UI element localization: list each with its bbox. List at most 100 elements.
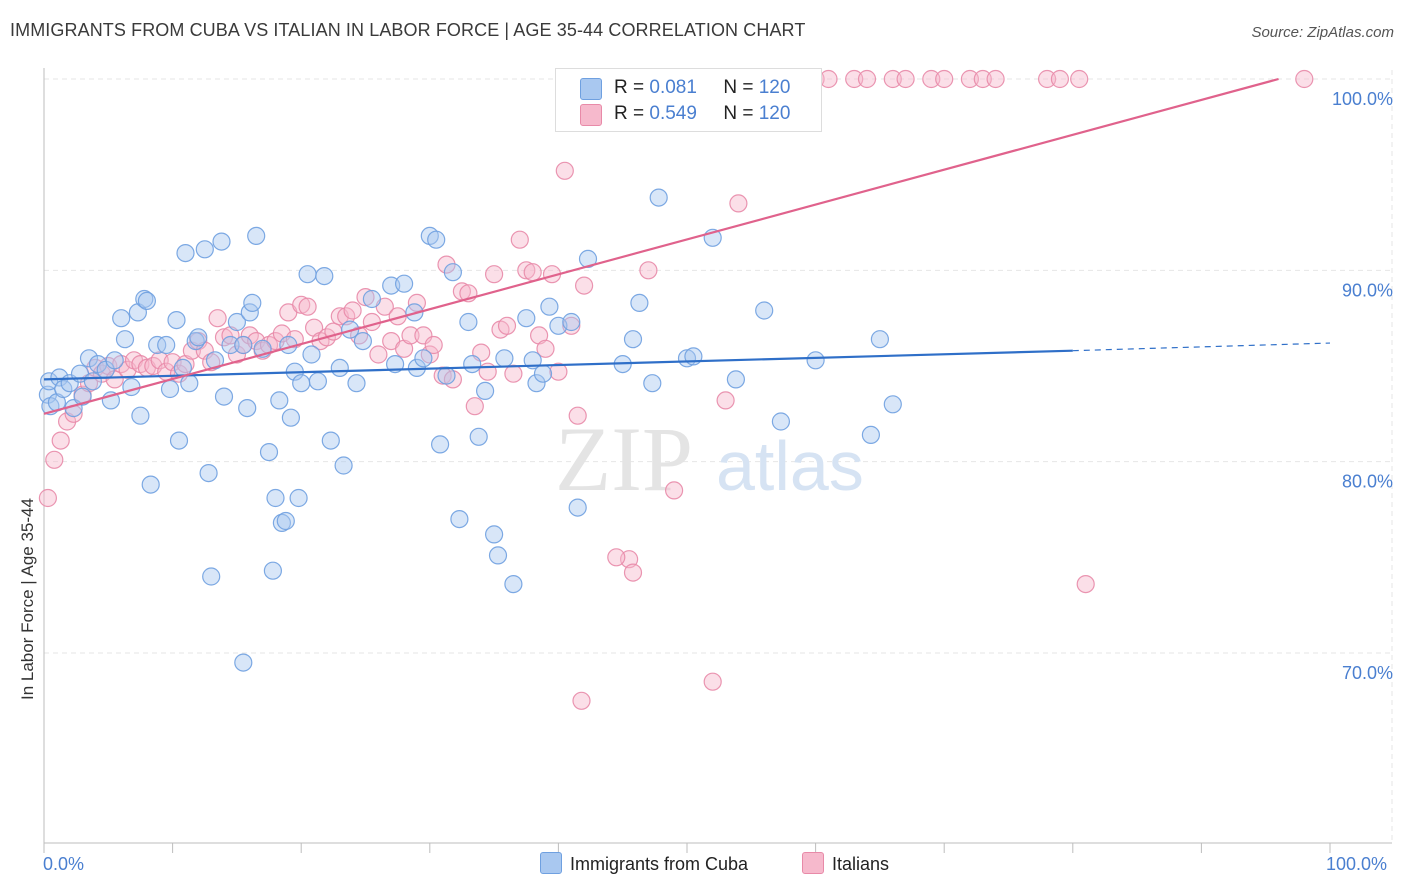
cuba-point xyxy=(189,328,208,347)
cuba-point xyxy=(321,431,340,450)
watermark-zip: ZIP xyxy=(555,408,693,510)
italians-point xyxy=(523,263,542,282)
italians-point xyxy=(986,69,1005,89)
cuba-point xyxy=(540,297,559,316)
x-tick-label-max: 100.0% xyxy=(1326,854,1388,874)
cuba-point xyxy=(115,330,135,349)
cuba-point xyxy=(292,374,311,393)
italians-point xyxy=(607,548,626,567)
cuba-point xyxy=(176,244,195,263)
cuba-point xyxy=(266,488,285,508)
italians-point xyxy=(38,488,58,508)
italians-r-value: 0.549 xyxy=(649,103,697,124)
legend-swatch-italians xyxy=(802,852,824,874)
cuba-point xyxy=(79,349,99,368)
cuba-point xyxy=(504,574,523,594)
cuba-point xyxy=(308,372,327,391)
italians-point xyxy=(562,316,581,335)
italians-point xyxy=(362,312,381,332)
italians-point xyxy=(973,69,992,89)
legend-item-italians[interactable]: Italians xyxy=(802,852,889,875)
cuba-point xyxy=(726,370,746,389)
italians-point xyxy=(716,391,735,410)
cuba-point xyxy=(623,330,643,349)
italians-point xyxy=(51,431,70,450)
italians-point xyxy=(549,362,568,381)
cuba-point xyxy=(202,567,221,586)
stats-legend: R = 0.081 N = 120 R = 0.549 N = 120 xyxy=(555,68,822,132)
cuba-point xyxy=(234,335,253,355)
italians-point xyxy=(1037,69,1057,89)
legend-item-cuba[interactable]: Immigrants from Cuba xyxy=(540,852,748,875)
italians-point xyxy=(485,265,504,284)
italians-point xyxy=(845,69,864,89)
italians-point xyxy=(510,230,529,249)
cuba-point xyxy=(160,379,180,399)
watermark-atlas: atlas xyxy=(716,427,864,505)
italians-point xyxy=(497,316,517,335)
cuba-point xyxy=(259,443,279,462)
italians-point xyxy=(465,397,484,416)
cuba-point xyxy=(263,561,282,580)
legend-label-italians: Italians xyxy=(832,854,890,874)
cuba-n-value: 120 xyxy=(758,77,791,98)
cuba-point xyxy=(427,230,446,249)
cuba-point xyxy=(289,488,308,508)
cuba-point xyxy=(347,374,366,393)
italians-point xyxy=(227,345,246,364)
italians-point xyxy=(555,161,574,180)
cuba-point xyxy=(485,525,504,544)
cuba-point xyxy=(141,475,160,494)
italians-point xyxy=(536,339,555,358)
italians-point xyxy=(298,297,317,316)
italians-point xyxy=(1076,574,1095,594)
cuba-point xyxy=(533,364,553,383)
italians-point xyxy=(572,691,591,710)
cuba-point xyxy=(469,427,488,446)
italians-point xyxy=(883,69,902,89)
cuba-point xyxy=(122,377,141,397)
cuba-point xyxy=(221,335,240,355)
italians-point xyxy=(369,345,388,364)
cuba-point xyxy=(450,509,469,529)
cuba-point xyxy=(771,412,791,431)
cuba-point xyxy=(212,232,231,251)
italians-point xyxy=(729,194,748,213)
cuba-r-label: R = xyxy=(614,77,650,98)
italians-point xyxy=(433,366,452,385)
italians-point xyxy=(1295,69,1314,89)
cuba-trend-line xyxy=(43,349,1073,381)
italians-point xyxy=(703,672,722,691)
legend-swatch-cuba xyxy=(540,852,562,874)
legend-label-cuba: Immigrants from Cuba xyxy=(570,854,749,874)
italians-point xyxy=(935,69,954,89)
y-tick-label: 70.0% xyxy=(1342,663,1393,683)
italians-point xyxy=(568,406,587,425)
cuba-trend-extension xyxy=(1072,342,1331,352)
cuba-point xyxy=(630,293,649,312)
italians-point xyxy=(45,450,64,469)
italians-n-label: N = xyxy=(723,103,759,124)
cuba-point xyxy=(195,240,214,259)
cuba-point xyxy=(281,408,300,427)
cuba-point xyxy=(270,391,289,410)
cuba-point xyxy=(861,425,881,444)
cuba-point xyxy=(488,546,508,565)
italians-point xyxy=(437,255,456,274)
cuba-point xyxy=(315,267,334,286)
italians-point xyxy=(623,563,643,582)
cuba-point xyxy=(443,263,462,282)
cuba-point xyxy=(330,358,349,377)
cuba-point xyxy=(883,395,902,414)
italians-point xyxy=(424,335,443,355)
italians-point xyxy=(504,364,523,383)
cuba-point xyxy=(870,330,890,349)
cuba-point xyxy=(243,293,262,312)
y-tick-label: 90.0% xyxy=(1342,280,1393,300)
cuba-point xyxy=(386,355,405,374)
cuba-point xyxy=(199,464,218,483)
cuba-point xyxy=(180,374,199,393)
y-tick-label: 80.0% xyxy=(1342,472,1393,492)
cuba-point xyxy=(238,399,257,418)
cuba-n-label: N = xyxy=(723,77,759,98)
